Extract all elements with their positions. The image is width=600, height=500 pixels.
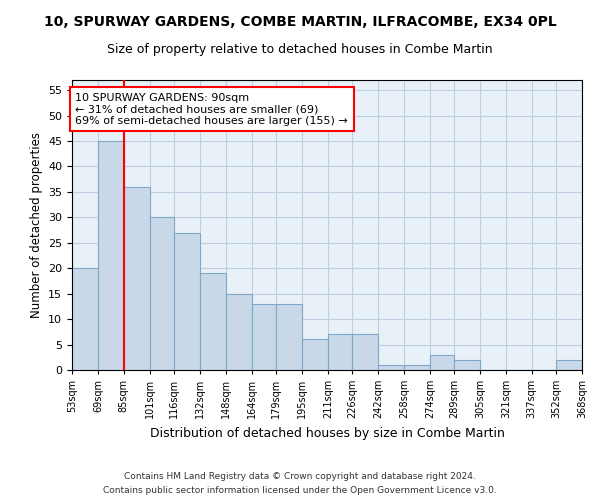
Bar <box>556 360 582 370</box>
Bar <box>454 360 480 370</box>
Bar <box>174 232 200 370</box>
X-axis label: Distribution of detached houses by size in Combe Martin: Distribution of detached houses by size … <box>149 426 505 440</box>
Text: Contains public sector information licensed under the Open Government Licence v3: Contains public sector information licen… <box>103 486 497 495</box>
Text: Size of property relative to detached houses in Combe Martin: Size of property relative to detached ho… <box>107 42 493 56</box>
Bar <box>124 187 150 370</box>
Text: Contains HM Land Registry data © Crown copyright and database right 2024.: Contains HM Land Registry data © Crown c… <box>124 472 476 481</box>
Bar <box>378 365 404 370</box>
Bar <box>404 365 430 370</box>
Bar <box>430 354 454 370</box>
Bar <box>328 334 352 370</box>
Bar <box>200 274 226 370</box>
Bar <box>276 304 302 370</box>
Bar <box>98 141 124 370</box>
Bar <box>352 334 378 370</box>
Bar <box>252 304 276 370</box>
Bar <box>226 294 252 370</box>
Text: 10, SPURWAY GARDENS, COMBE MARTIN, ILFRACOMBE, EX34 0PL: 10, SPURWAY GARDENS, COMBE MARTIN, ILFRA… <box>44 15 556 29</box>
Bar <box>150 218 174 370</box>
Bar <box>302 340 328 370</box>
Bar <box>72 268 98 370</box>
Text: 10 SPURWAY GARDENS: 90sqm
← 31% of detached houses are smaller (69)
69% of semi-: 10 SPURWAY GARDENS: 90sqm ← 31% of detac… <box>75 92 348 126</box>
Y-axis label: Number of detached properties: Number of detached properties <box>29 132 43 318</box>
